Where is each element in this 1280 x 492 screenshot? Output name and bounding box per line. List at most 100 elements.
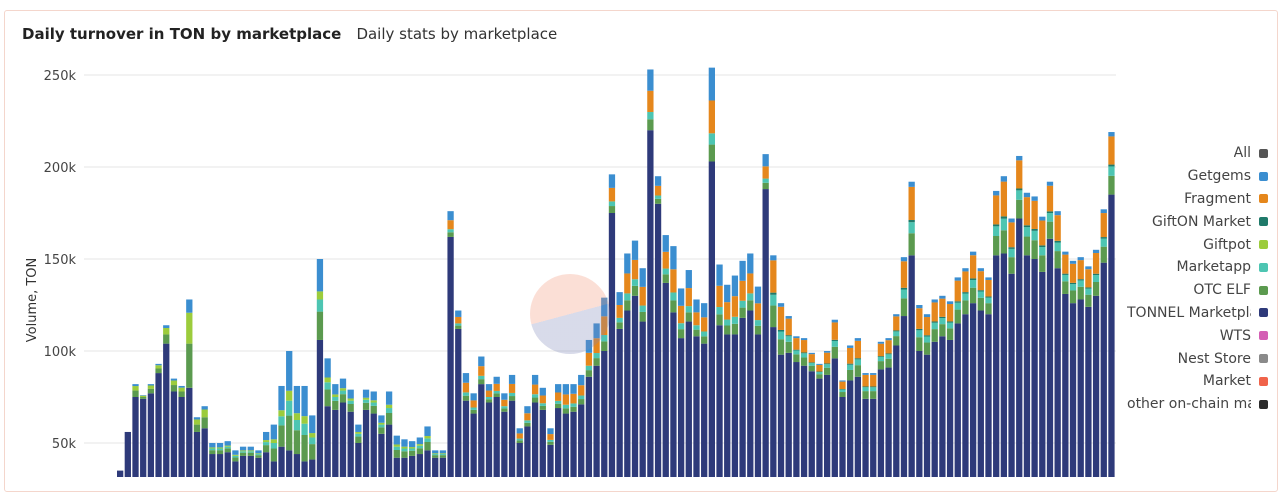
bar-segment — [939, 318, 945, 324]
bar-segment — [217, 450, 223, 454]
bar-segment — [225, 447, 231, 449]
bar-segment — [394, 447, 400, 450]
legend-item[interactable]: WTS — [1098, 324, 1268, 347]
legend-swatch — [1259, 286, 1268, 295]
bar-segment-tonnel — [317, 340, 323, 477]
legend-swatch — [1259, 217, 1268, 226]
bar-segment — [755, 303, 761, 320]
bar-segment-tonnel — [909, 255, 915, 477]
legend-item[interactable]: Fragment — [1098, 188, 1268, 211]
bar-segment — [332, 401, 338, 410]
bar-segment — [586, 366, 592, 370]
legend-item[interactable]: GiftON Market — [1098, 210, 1268, 233]
bar-segment — [394, 450, 400, 458]
bar-segment — [324, 358, 330, 377]
bar-segment-tonnel — [1031, 259, 1037, 477]
bar-segment — [1001, 230, 1007, 253]
bar-segment — [947, 323, 953, 329]
legend-item[interactable]: Marketapp — [1098, 256, 1268, 279]
bar-segment-tonnel — [1085, 307, 1091, 477]
legend-item[interactable]: Getgems — [1098, 165, 1268, 188]
bar-segment-tonnel — [478, 384, 484, 477]
bar-segment — [985, 298, 991, 304]
bar-segment — [870, 391, 876, 399]
bar-segment — [870, 373, 876, 375]
bar-segment — [494, 384, 500, 391]
bar-segment — [340, 394, 346, 402]
bar-segment — [816, 372, 822, 374]
bar-segment — [624, 293, 630, 300]
bar-segment-tonnel — [970, 303, 976, 477]
legend-item[interactable]: All — [1098, 142, 1268, 165]
bar-segment — [609, 188, 615, 202]
legend-item[interactable]: other on-chain marketplaces — [1098, 393, 1268, 416]
bar-segment — [1070, 264, 1076, 283]
bar-segment — [647, 119, 653, 130]
bar-segment — [202, 406, 208, 409]
bar-segment — [563, 405, 569, 409]
bar-segment — [978, 271, 984, 290]
bar-segment-tonnel — [286, 450, 292, 477]
bar-segment — [355, 434, 361, 437]
bar-segment — [494, 377, 500, 384]
bar-segment — [132, 386, 138, 391]
bar-segment-tonnel — [225, 452, 231, 477]
bar-segment — [709, 145, 715, 162]
legend-item[interactable]: TONNEL Marketplace — [1098, 302, 1268, 325]
legend-swatch — [1259, 194, 1268, 203]
bar-segment — [532, 375, 538, 385]
bar-segment — [962, 271, 968, 292]
bar-segment-tonnel — [132, 397, 138, 477]
bar-segment — [632, 260, 638, 279]
bar-segment-tonnel — [640, 322, 646, 477]
bar-segment-tonnel — [686, 322, 692, 477]
bar-segment — [793, 336, 799, 338]
bar-segment — [501, 408, 507, 411]
bar-segment — [424, 442, 430, 450]
bar-segment-tonnel — [878, 369, 884, 477]
bar-segment-tonnel — [1008, 274, 1014, 477]
bar-segment — [217, 449, 223, 451]
bar-segment — [371, 403, 377, 406]
bar-segment — [517, 440, 523, 443]
bar-segment — [555, 384, 561, 392]
bar-segment — [1039, 245, 1045, 247]
bar-segment — [532, 385, 538, 395]
bar-segment — [547, 440, 553, 442]
bar-segment — [424, 426, 430, 436]
bar-segment — [263, 440, 269, 442]
bar-segment — [678, 306, 684, 323]
bar-segment-tonnel — [947, 340, 953, 477]
bar-segment — [140, 395, 146, 396]
bar-segment — [470, 410, 476, 414]
bar-segment — [555, 392, 561, 400]
bar-segment — [978, 298, 984, 311]
bar-segment — [1001, 216, 1007, 218]
bar-segment — [663, 269, 669, 275]
bar-segment — [655, 199, 661, 204]
bar-segment — [716, 307, 722, 314]
legend-item[interactable]: OTC ELF — [1098, 279, 1268, 302]
bar-segment — [409, 451, 415, 456]
bar-segment — [517, 433, 523, 438]
bar-segment — [570, 403, 576, 406]
bar-segment — [240, 453, 246, 456]
legend-label: Marketapp — [1177, 259, 1251, 275]
bar-segment — [501, 406, 507, 408]
legend-item[interactable]: Nest Store — [1098, 347, 1268, 370]
bar-segment — [970, 278, 976, 280]
bar-segment — [763, 183, 769, 189]
watermark-logo — [530, 274, 610, 354]
bar-segment — [909, 182, 915, 187]
legend-item[interactable]: Market — [1098, 370, 1268, 393]
bar-segment-tonnel — [701, 344, 707, 477]
bar-segment — [225, 446, 231, 447]
bar-segment — [332, 384, 338, 394]
bar-segment — [194, 425, 200, 432]
bar-segment-tonnel — [847, 380, 853, 477]
bar-segment — [855, 341, 861, 358]
bar-segment-tonnel — [509, 401, 515, 477]
bar-segment-tonnel — [524, 426, 530, 477]
bar-segment — [663, 235, 669, 252]
legend-item[interactable]: Giftpot — [1098, 233, 1268, 256]
